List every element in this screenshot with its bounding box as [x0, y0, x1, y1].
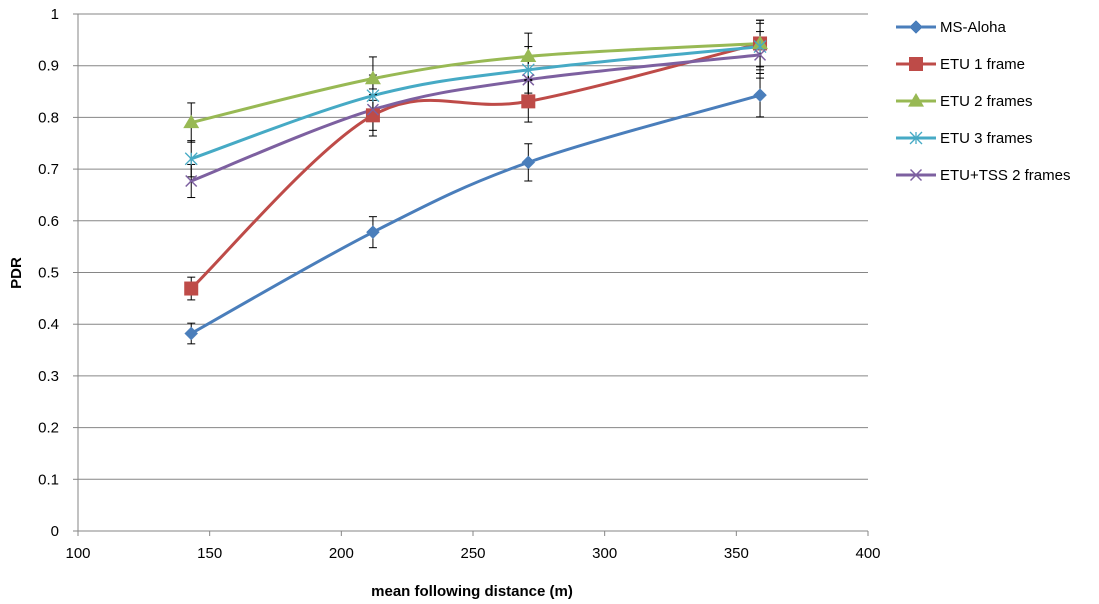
data-point-diamond [753, 88, 767, 103]
y-tick-label: 0.7 [38, 161, 59, 178]
data-point-triangle [520, 48, 537, 62]
y-tick-label: 0.9 [38, 58, 59, 75]
data-point-x [522, 73, 535, 86]
data-point-x [185, 174, 198, 188]
legend-label: ETU 2 frames [940, 93, 1033, 110]
data-point-square [184, 281, 199, 296]
data-point-square [365, 108, 380, 123]
x-tick-label: 250 [460, 545, 485, 562]
data-point-diamond [521, 155, 536, 170]
y-tick-label: 0.6 [38, 213, 59, 230]
y-tick-label: 0.8 [38, 109, 59, 126]
y-tick-label: 0 [51, 523, 59, 540]
legend-item-4: ETU+TSS 2 frames [896, 167, 1070, 184]
legend-label: ETU+TSS 2 frames [940, 167, 1070, 184]
marker-stroke [522, 73, 535, 86]
x-tick-label: 200 [329, 545, 354, 562]
legend-item-1: ETU 1 frame [896, 56, 1025, 73]
data-point-asterisk [909, 131, 923, 145]
y-tick-label: 0.1 [38, 471, 59, 488]
y-tick-label: 0.5 [38, 265, 59, 282]
marker-stroke [909, 168, 923, 182]
series-line-0 [189, 93, 762, 336]
marker-stroke [754, 48, 767, 61]
data-point-square [909, 57, 923, 71]
data-point-triangle [183, 114, 200, 129]
y-tick-label: 0.2 [38, 420, 59, 437]
data-point-x [366, 103, 379, 116]
data-point-asterisk [184, 152, 198, 166]
legend-label: ETU 3 frames [940, 130, 1033, 147]
legend-label: ETU 1 frame [940, 56, 1025, 73]
x-tick-label: 400 [855, 545, 880, 562]
data-point-diamond [366, 225, 380, 240]
series-line-2 [189, 41, 762, 125]
series-line-1 [189, 41, 762, 291]
data-point-asterisk [366, 89, 380, 103]
x-axis-title: mean following distance (m) [371, 583, 573, 600]
x-tick-label: 350 [724, 545, 749, 562]
legend-label: MS-Aloha [940, 19, 1007, 36]
data-point-diamond [184, 326, 199, 341]
x-tick-label: 100 [65, 545, 90, 562]
data-point-square [521, 94, 536, 109]
data-point-triangle [364, 70, 381, 85]
data-point-x [754, 48, 767, 61]
data-point-diamond [909, 20, 923, 34]
series-line-4 [189, 53, 762, 183]
y-axis-title: PDR [8, 257, 25, 289]
legend-item-2: ETU 2 frames [896, 93, 1033, 110]
y-tick-label: 1 [51, 6, 59, 23]
legend: MS-Aloha ETU 1 frame ETU 2 frames ETU 3 fra… [896, 19, 1070, 184]
x-tick-label: 150 [197, 545, 222, 562]
axes: 0 0.1 0.2 0.3 0.4 0.5 0.6 0.7 0.8 0.9 1 100 150 200 25… [38, 6, 880, 562]
marker-stroke [366, 103, 379, 116]
plot-series [183, 19, 769, 345]
data-point-x [909, 168, 923, 182]
y-tick-label: 0.4 [38, 316, 59, 333]
gridlines [78, 13, 868, 480]
y-tick-label: 0.3 [38, 368, 59, 385]
data-point-triangle [908, 93, 924, 107]
marker-stroke [185, 174, 198, 188]
legend-item-0: MS-Aloha [896, 19, 1007, 36]
x-tick-label: 300 [592, 545, 617, 562]
data-point-asterisk [521, 63, 535, 77]
series-line-3 [189, 45, 762, 161]
legend-item-3: ETU 3 frames [896, 130, 1033, 147]
